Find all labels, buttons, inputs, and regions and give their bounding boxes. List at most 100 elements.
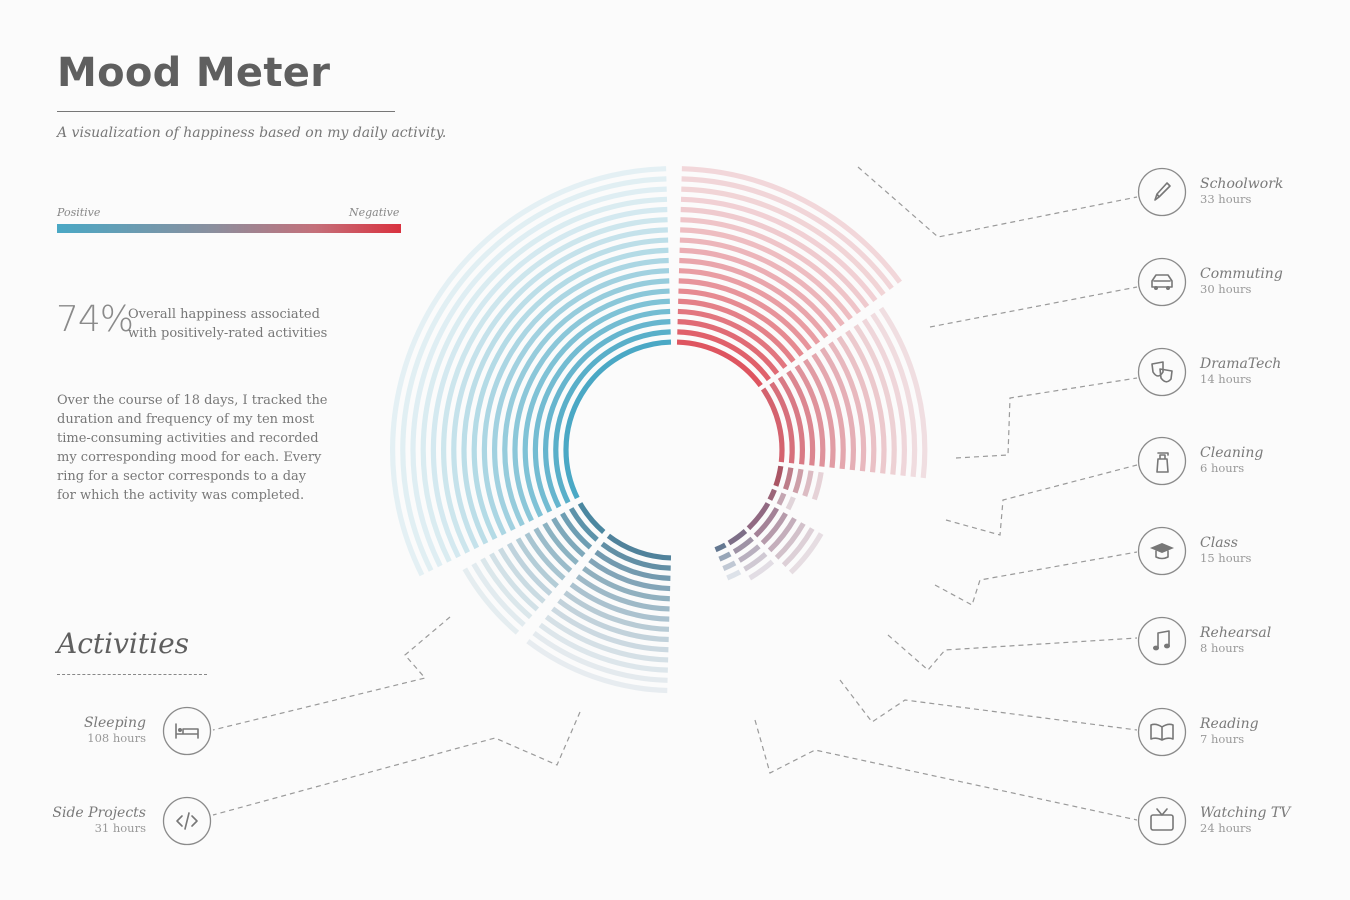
ring-arc-commuting: [819, 347, 856, 471]
ring-arc-watching-tv: [544, 614, 669, 663]
spray-bottle-icon: [1156, 452, 1169, 473]
activity-name: Sleeping: [84, 715, 146, 731]
ring-arc-dramatech: [811, 471, 824, 501]
description-line: ring for a sector corresponds to a day: [57, 469, 307, 484]
ring-arc-commuting: [777, 375, 805, 465]
description-line: Over the course of 18 days, I tracked th…: [57, 393, 328, 408]
mood-gradient-legend: [57, 224, 401, 233]
leader-line: [857, 166, 1138, 238]
legend-positive-label: Positive: [57, 206, 101, 219]
ring-arc-schoolwork: [676, 339, 763, 388]
activity-hours: 24 hours: [1200, 821, 1252, 835]
ring-arc-watching-tv: [526, 639, 668, 694]
legend-negative-label: Negative: [349, 206, 400, 219]
ring-arc-rehearsal: [738, 544, 761, 563]
ring-arc-commuting: [769, 381, 795, 464]
ring-arc-side-projects: [480, 557, 533, 620]
ring-arc-sleeping: [532, 308, 671, 513]
ring-arc-side-projects: [551, 517, 586, 558]
title-divider: [57, 111, 395, 112]
ring-arc-sleeping: [441, 217, 668, 554]
icon-circle: [162, 706, 212, 756]
ring-arc-commuting: [870, 312, 918, 478]
ring-arc-side-projects: [471, 562, 526, 627]
leader-line: [929, 286, 1138, 328]
activity-commuting: [1137, 257, 1187, 307]
ring-arc-schoolwork: [681, 186, 886, 296]
leader-line: [945, 464, 1138, 536]
ring-arc-commuting: [803, 358, 836, 469]
ring-arc-side-projects: [462, 567, 520, 635]
description-line: for which the activity was completed.: [57, 488, 305, 503]
ring-arc-side-projects: [560, 512, 593, 550]
activity-name: Commuting: [1200, 266, 1283, 282]
activity-hours: 6 hours: [1200, 461, 1244, 475]
activity-schoolwork: [1137, 167, 1187, 217]
car-icon: [1151, 274, 1173, 290]
ring-arc-side-projects: [498, 547, 546, 604]
ring-arc-watching-tv: [557, 598, 669, 643]
tv-icon: [1150, 808, 1174, 831]
ring-arc-schoolwork: [678, 268, 821, 345]
ring-arc-commuting: [786, 370, 816, 466]
ring-arc-reading: [722, 560, 737, 571]
leader-lines: [212, 166, 1138, 821]
description-line: time-consuming activities and recorded: [57, 431, 319, 446]
ring-arc-sleeping: [420, 196, 668, 563]
ring-arc-class: [760, 512, 788, 545]
icon-circle: [1137, 167, 1187, 217]
activity-rehearsal: [1137, 616, 1187, 666]
ring-arc-rehearsal: [748, 559, 775, 581]
ring-arc-schoolwork: [678, 278, 812, 351]
theater-masks-icon: [1151, 361, 1173, 383]
ring-arc-watching-tv: [575, 574, 670, 612]
page-title: Mood Meter: [57, 50, 331, 96]
ring-arc-watching-tv: [606, 533, 672, 561]
ring-arc-class: [774, 522, 806, 560]
ring-arc-sleeping: [492, 268, 670, 531]
ring-arc-schoolwork: [680, 196, 878, 303]
ring-arc-sleeping: [502, 278, 670, 527]
ring-arc-side-projects: [489, 552, 540, 612]
ring-arc-side-projects: [524, 532, 566, 581]
ring-arc-commuting: [836, 335, 877, 473]
ring-arc-cleaning: [776, 492, 787, 506]
activity-hours: 14 hours: [1200, 372, 1252, 386]
ring-arc-side-projects: [515, 537, 559, 589]
ring-arc-cleaning: [785, 496, 796, 511]
ring-arc-commuting: [828, 341, 867, 472]
activity-name: Cleaning: [1200, 445, 1263, 461]
ring-arc-sleeping: [543, 319, 671, 509]
ring-arc-dramatech: [792, 468, 804, 494]
ring-arc-reading: [714, 542, 727, 553]
ring-arc-watching-tv: [532, 630, 668, 683]
ring-arc-side-projects: [533, 527, 573, 573]
leader-line: [212, 616, 451, 731]
activity-hours: 30 hours: [1200, 282, 1252, 296]
ring-arc-schoolwork: [680, 217, 862, 315]
activities-divider: [57, 674, 207, 675]
leader-line: [839, 679, 1138, 731]
ring-arc-side-projects: [542, 522, 579, 565]
graduation-cap-icon: [1150, 543, 1174, 560]
ring-arc-commuting: [811, 352, 846, 470]
activity-reading: [1137, 707, 1187, 757]
ring-arc-sleeping: [563, 339, 672, 500]
ring-arc-sleeping: [461, 237, 669, 545]
ring-arc-commuting: [794, 364, 826, 467]
icon-circle: [1137, 436, 1187, 486]
ring-arc-commuting: [861, 318, 907, 476]
code-icon: [176, 812, 198, 830]
ring-arc-sleeping: [430, 206, 668, 559]
ring-arc-watching-tv: [594, 549, 671, 581]
ring-arc-side-projects: [568, 507, 599, 542]
ring-arc-sleeping: [522, 298, 670, 518]
icon-circle: [1137, 616, 1187, 666]
ring-arc-class: [767, 517, 797, 553]
activity-hours: 108 hours: [87, 731, 146, 745]
ring-arc-sleeping: [451, 227, 668, 550]
ring-arc-rehearsal: [743, 551, 768, 572]
leader-line: [887, 634, 1138, 671]
happiness-caption-line: Overall happiness associated: [128, 307, 320, 322]
ring-arc-schoolwork: [677, 319, 780, 375]
